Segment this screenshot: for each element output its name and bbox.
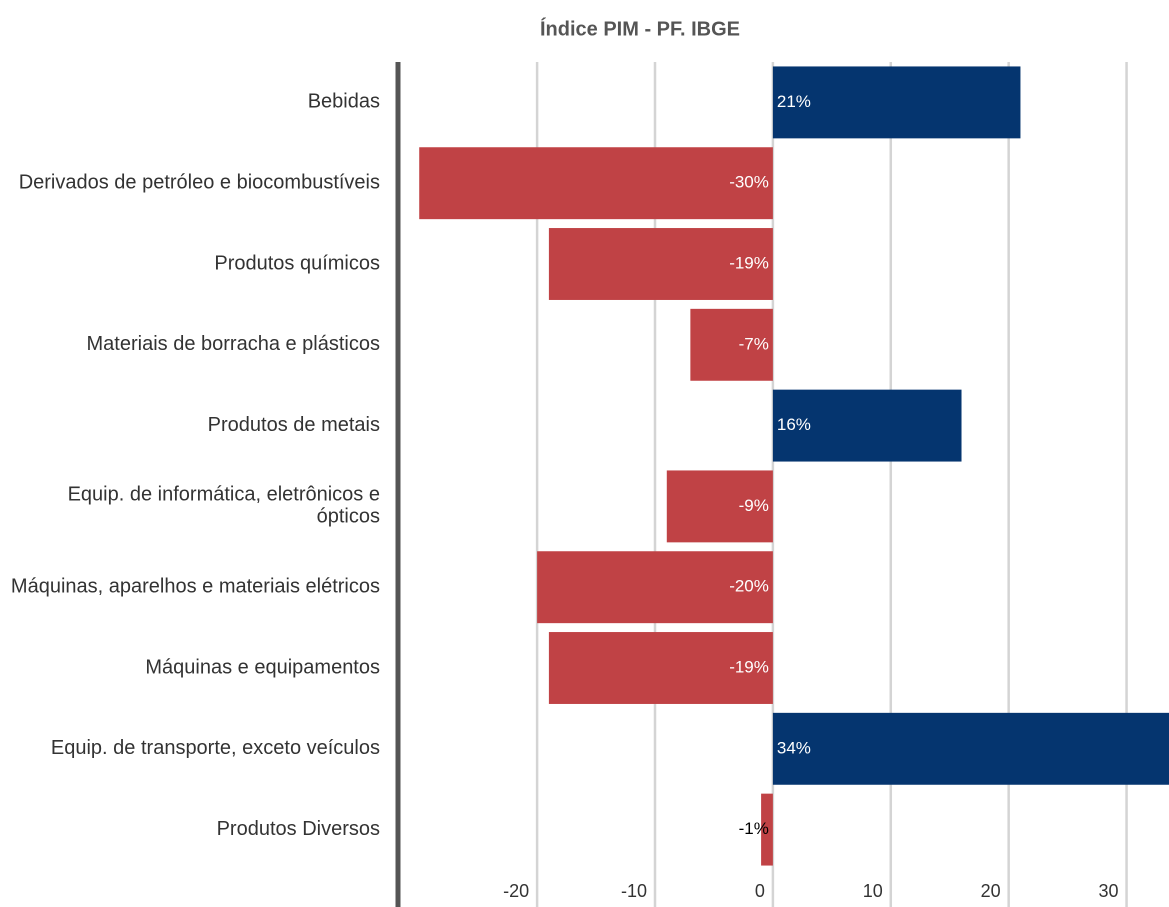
chart-subtitle: Índice PIM - PF. IBGE [540,17,740,40]
x-tick-label: 20 [981,881,1001,901]
bar [537,551,773,624]
bar [419,147,773,220]
x-tick-label: 30 [1099,881,1119,901]
bar [666,470,773,543]
category-label-line: ópticos [317,506,380,528]
category-label: Produtos de metais [208,414,380,436]
category-label: Equip. de informática, eletrônicos e ópti… [68,484,380,528]
bar [548,228,773,300]
x-tick-label: -10 [621,881,647,901]
category-label: Derivados de petróleo e biocombustíveis [19,171,380,193]
value-label: 16% [777,415,811,434]
bar [772,66,1021,139]
category-label: Produtos químicos [214,252,380,274]
bar [548,632,773,704]
value-label: 21% [777,92,811,111]
value-label: 34% [777,738,811,757]
bars [419,66,1169,866]
x-tick-label: -20 [503,881,529,901]
x-tick-label: 0 [755,881,765,901]
category-label: Bebidas [308,91,380,113]
category-label-line: Equip. de informática, eletrônicos e [68,484,380,506]
value-label: -30% [729,173,769,192]
category-label: Materiais de borracha e plásticos [87,333,380,355]
value-label: -19% [729,657,769,676]
x-tick-label: 10 [863,881,883,901]
category-label: Equip. de transporte, exceto veículos [51,737,380,759]
value-label: -9% [739,496,769,515]
bar [772,389,962,462]
bar [761,793,773,866]
value-label: -19% [729,253,769,272]
category-label: Máquinas, aparelhos e materiais elétrico… [11,575,380,597]
bar [690,308,773,381]
category-label: Produtos Diversos [217,818,380,840]
value-label: -7% [739,334,769,353]
category-label: Máquinas e equipamentos [145,656,380,678]
value-label: -1% [739,819,769,838]
value-label: -20% [729,577,769,596]
bar [772,712,1169,785]
